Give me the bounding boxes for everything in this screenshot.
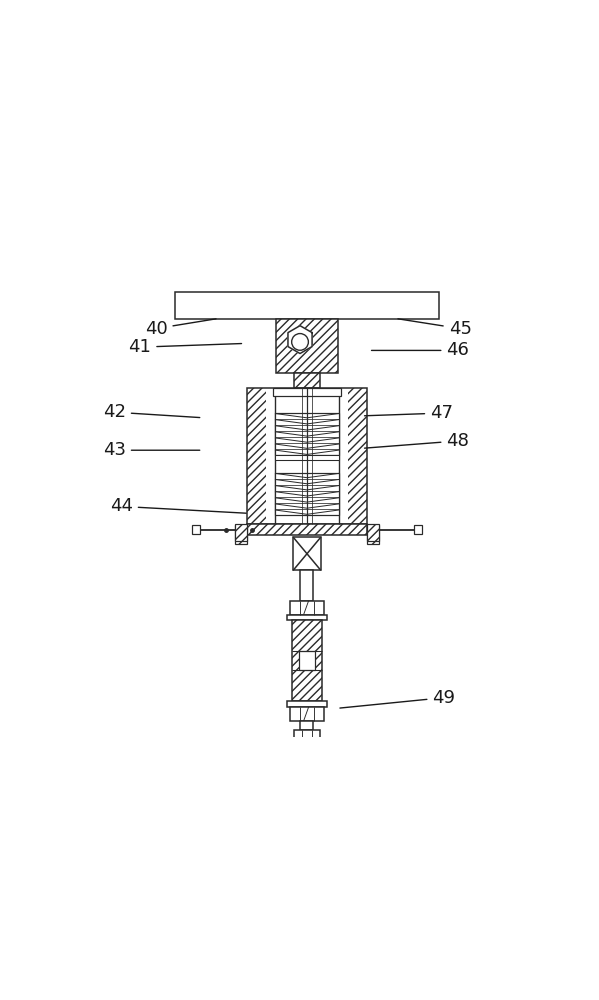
Bar <box>293 537 321 570</box>
Bar <box>288 701 326 707</box>
Bar <box>273 388 341 396</box>
Bar <box>294 730 320 752</box>
Bar <box>301 570 313 601</box>
Bar <box>294 373 320 388</box>
Bar <box>235 525 247 544</box>
Bar <box>235 525 247 544</box>
Bar <box>247 388 367 524</box>
Bar <box>276 319 338 373</box>
Bar <box>348 388 367 524</box>
Text: 45: 45 <box>398 319 471 338</box>
Bar <box>299 651 315 670</box>
Bar <box>292 620 322 701</box>
Bar <box>247 388 266 524</box>
Circle shape <box>292 334 308 350</box>
Text: 46: 46 <box>371 341 469 359</box>
Bar <box>291 601 323 615</box>
Text: 49: 49 <box>340 689 455 708</box>
Text: 44: 44 <box>110 497 246 515</box>
Bar <box>294 373 320 388</box>
Bar <box>367 525 379 544</box>
Bar <box>367 525 379 544</box>
Bar <box>276 319 338 373</box>
Bar <box>276 455 338 460</box>
Bar <box>414 525 422 534</box>
Bar <box>301 721 313 730</box>
Bar <box>235 524 247 541</box>
Text: 40: 40 <box>145 319 216 338</box>
Bar <box>291 707 323 721</box>
Text: 41: 41 <box>128 338 241 356</box>
Bar <box>288 615 326 620</box>
Bar <box>235 524 247 541</box>
Bar <box>292 620 322 701</box>
Polygon shape <box>288 326 312 354</box>
Bar <box>276 473 338 515</box>
Bar <box>247 524 367 535</box>
Bar <box>294 765 320 782</box>
Text: 42: 42 <box>103 403 199 421</box>
Text: 47: 47 <box>365 404 453 422</box>
Bar <box>192 525 200 534</box>
Bar <box>175 292 439 319</box>
Circle shape <box>302 789 312 799</box>
Bar <box>247 524 367 535</box>
Bar <box>367 524 379 541</box>
Bar <box>276 413 338 455</box>
Bar <box>367 524 379 541</box>
Bar <box>295 754 319 765</box>
Text: 48: 48 <box>365 432 469 450</box>
Text: 43: 43 <box>103 441 199 459</box>
Circle shape <box>297 784 317 804</box>
